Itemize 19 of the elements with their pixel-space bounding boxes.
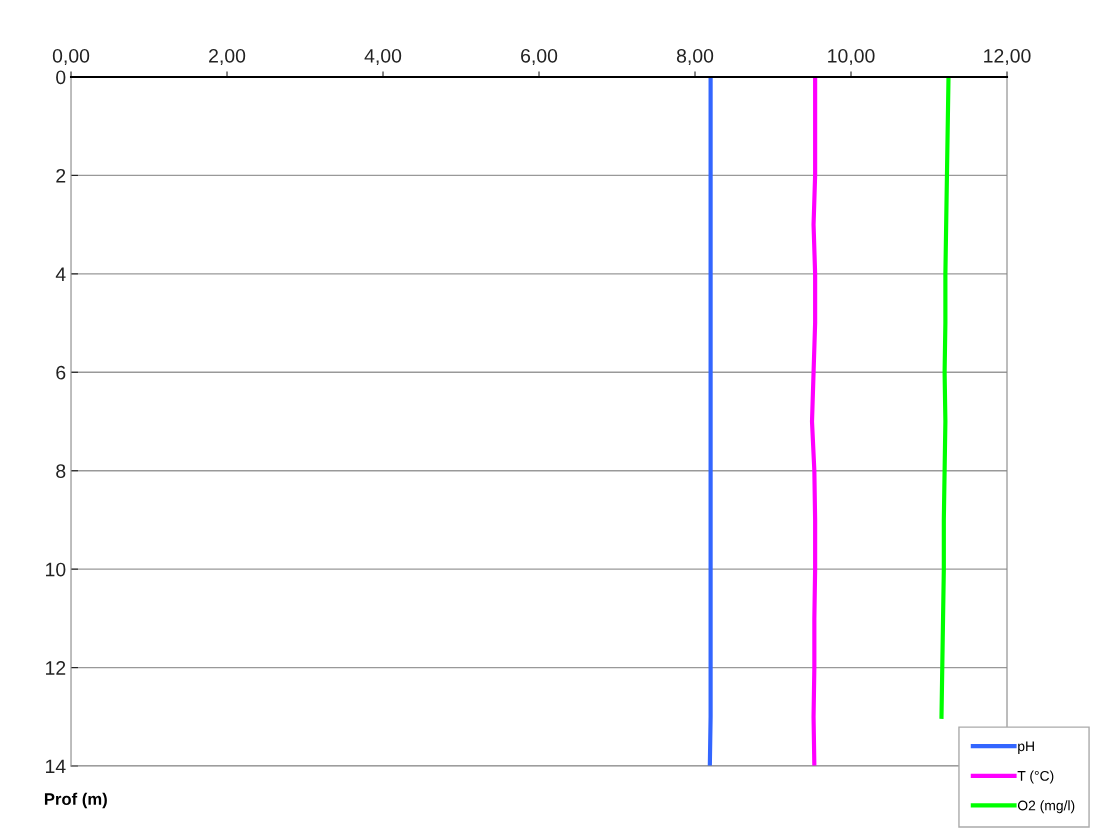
legend-label: T (°C) (1017, 770, 1054, 784)
x-tick-label: 6,00 (521, 48, 558, 66)
y-tick-label: 6 (56, 365, 66, 380)
x-tick-label: 10,00 (828, 48, 875, 66)
legend-label: O2 (mg/l) (1017, 800, 1075, 814)
x-tick-label: 0,00 (52, 48, 90, 66)
y-tick-label: 2 (56, 168, 66, 183)
y-tick-label: 14 (46, 759, 66, 774)
y-tick-label: 10 (46, 562, 66, 577)
x-tick-label: 12,00 (984, 48, 1031, 66)
y-tick-label: 12 (46, 661, 66, 675)
legend-label: pH (1018, 741, 1034, 754)
y-tick-label: 0 (56, 70, 66, 85)
y-axis-title: Prof (m) (44, 792, 107, 809)
x-tick-label: 2,00 (209, 48, 246, 66)
x-tick-label: 8,00 (676, 48, 714, 66)
x-tick-label: 4,00 (364, 48, 402, 66)
y-tick-label: 4 (55, 267, 66, 281)
y-tick-label: 8 (56, 464, 66, 478)
